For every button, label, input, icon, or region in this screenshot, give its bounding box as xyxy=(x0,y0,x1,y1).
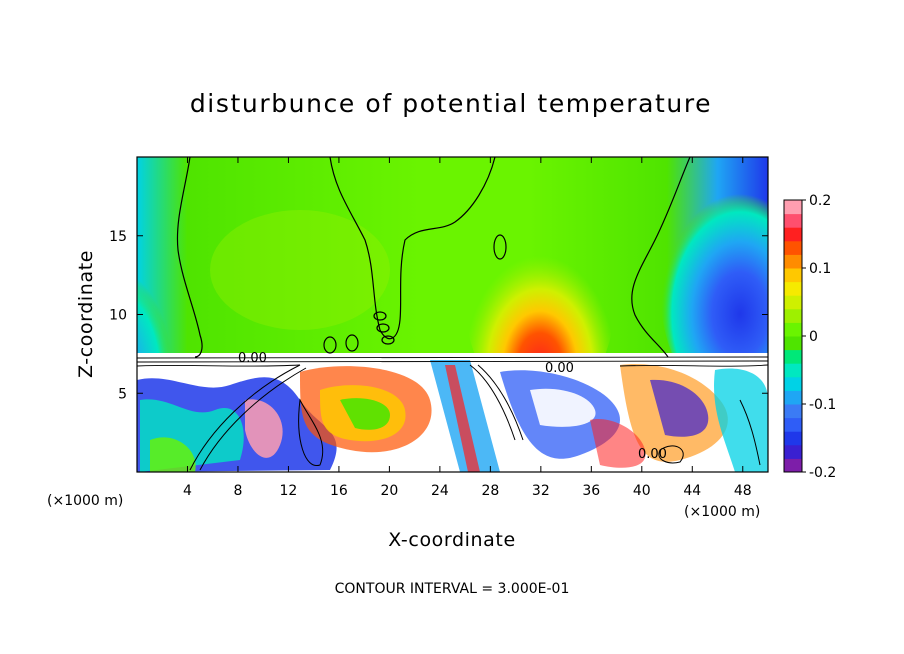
x-unit-left: (×1000 m) xyxy=(47,493,123,509)
x-tick-label: 12 xyxy=(280,483,298,499)
x-tick-label: 8 xyxy=(233,483,242,499)
colorbar-swatch xyxy=(784,268,802,283)
colorbar-swatch xyxy=(784,322,802,337)
colorbar-swatch xyxy=(784,363,802,378)
x-unit-right: (×1000 m) xyxy=(684,504,760,520)
colorbar-swatch xyxy=(784,240,802,255)
contour-interval-note: CONTOUR INTERVAL = 3.000E-01 xyxy=(335,581,570,597)
colorbar-swatch xyxy=(784,404,802,419)
colorbar-swatch xyxy=(784,376,802,391)
x-tick-label: 32 xyxy=(532,483,550,499)
colorbar-swatch xyxy=(784,444,802,459)
x-tick-label: 4 xyxy=(183,483,192,499)
y-tick-label: 15 xyxy=(109,229,127,245)
colorbar-swatch xyxy=(784,254,802,269)
x-tick-label: 24 xyxy=(431,483,449,499)
x-tick-label: 20 xyxy=(380,483,398,499)
colorbar-tick-label: -0.1 xyxy=(809,397,836,413)
colorbar-swatch xyxy=(784,349,802,364)
x-tick-label: 40 xyxy=(633,483,651,499)
x-tick-label: 16 xyxy=(330,483,348,499)
y-axis-label: Z-coordinate xyxy=(75,250,97,378)
colorbar-swatch xyxy=(784,417,802,432)
colorbar-swatch xyxy=(784,336,802,351)
x-axis: 4 8 12 16 20 24 28 32 36 40 44 48 xyxy=(183,157,752,499)
colorbar-tick-label: -0.2 xyxy=(809,465,836,481)
colorbar-tick-label: 0.1 xyxy=(809,261,831,277)
cold-anomaly-right xyxy=(660,170,768,410)
light-green-band xyxy=(210,210,390,330)
colorbar-swatch xyxy=(784,227,802,242)
colorbar-swatch xyxy=(784,458,802,473)
layer-boundary xyxy=(137,353,768,358)
colorbar-ticks: 0.2 0.1 0 -0.1 -0.2 xyxy=(802,193,836,481)
x-axis-label: X-coordinate xyxy=(388,529,515,551)
colorbar-swatch xyxy=(784,431,802,446)
colorbar-swatch xyxy=(784,295,802,310)
colorbar-tick-label: 0 xyxy=(809,329,818,345)
chart-title: disturbunce of potential temperature xyxy=(190,89,712,118)
heatmap-field xyxy=(137,157,768,472)
x-tick-label: 48 xyxy=(734,483,752,499)
upper-field-background xyxy=(137,157,768,357)
colorbar-swatch xyxy=(784,390,802,405)
colorbar-swatch xyxy=(784,281,802,296)
colorbar-swatch xyxy=(784,213,802,228)
zero-contours xyxy=(176,157,691,358)
colorbar-swatch xyxy=(784,200,802,215)
colorbar-tick-label: 0.2 xyxy=(809,193,831,209)
contour-label: 0.00 xyxy=(638,447,667,462)
y-axis: 5 10 15 xyxy=(109,229,768,402)
colorbar xyxy=(784,200,802,473)
y-tick-label: 5 xyxy=(118,386,127,402)
y-tick-label: 10 xyxy=(109,308,127,324)
contour-label: 0.00 xyxy=(238,351,267,366)
lower-turbulent-layer xyxy=(137,357,768,472)
x-tick-label: 44 xyxy=(683,483,701,499)
contour-label: 0.00 xyxy=(545,361,574,376)
x-tick-label: 28 xyxy=(481,483,499,499)
colorbar-swatch xyxy=(784,308,802,323)
x-tick-label: 36 xyxy=(582,483,600,499)
